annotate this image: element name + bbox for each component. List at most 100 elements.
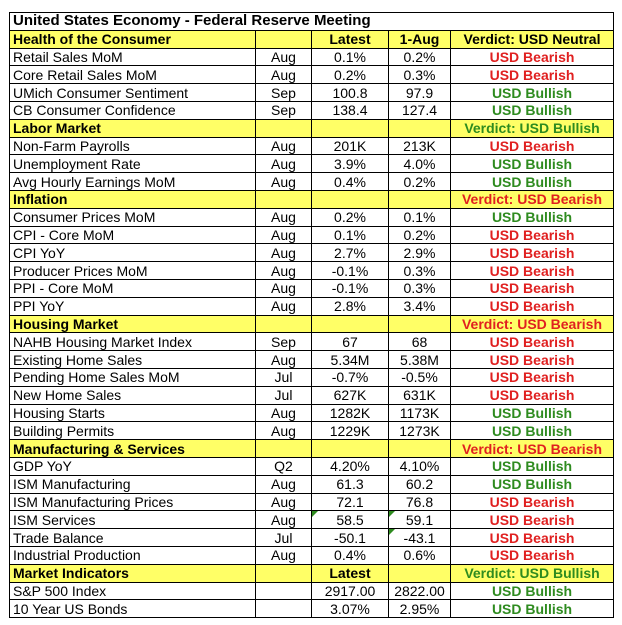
period-cell[interactable]: Jul (255, 528, 312, 547)
previous-value[interactable]: 0.2% (388, 47, 451, 67)
period-cell[interactable]: Aug (255, 296, 312, 316)
verdict-cell[interactable]: USD Bullish (450, 403, 614, 423)
section-name[interactable]: Labor Market (9, 118, 256, 138)
previous-header[interactable]: 1-Aug (388, 29, 451, 49)
latest-value[interactable]: -0.7% (311, 367, 389, 387)
previous-value[interactable]: 59.1 (388, 510, 451, 530)
latest-value[interactable]: 1229K (311, 421, 389, 441)
verdict-cell[interactable]: USD Bearish (450, 545, 614, 565)
verdict-cell[interactable]: USD Bearish (450, 350, 614, 369)
verdict-cell[interactable]: USD Bullish (450, 599, 614, 619)
section-verdict[interactable]: Verdict: USD Bearish (450, 314, 614, 334)
verdict-cell[interactable]: USD Bearish (450, 136, 614, 156)
indicator-name[interactable]: Producer Prices MoM (9, 261, 256, 280)
previous-value[interactable]: 68 (388, 332, 451, 352)
section-name[interactable]: Health of the Consumer (9, 29, 256, 49)
period-cell[interactable]: Aug (255, 350, 312, 369)
period-cell[interactable]: Aug (255, 225, 312, 245)
indicator-name[interactable]: Pending Home Sales MoM (9, 367, 256, 387)
previous-value[interactable]: 2.95% (388, 599, 451, 619)
indicator-name[interactable]: PPI YoY (9, 296, 256, 316)
period-cell[interactable]: Aug (255, 403, 312, 423)
latest-value[interactable]: 627K (311, 385, 389, 405)
previous-value[interactable]: 2.9% (388, 243, 451, 263)
verdict-cell[interactable]: USD Bullish (450, 474, 614, 494)
latest-value[interactable]: 72.1 (311, 492, 389, 512)
period-cell[interactable]: Q2 (255, 456, 312, 476)
previous-value[interactable]: 60.2 (388, 474, 451, 494)
latest-value[interactable]: 0.1% (311, 225, 389, 245)
period-cell[interactable]: Aug (255, 136, 312, 156)
indicator-name[interactable]: ISM Manufacturing (9, 474, 256, 494)
verdict-cell[interactable]: USD Bearish (450, 278, 614, 298)
section-period-cell[interactable] (255, 189, 312, 209)
latest-value[interactable]: 2.8% (311, 296, 389, 316)
latest-value[interactable]: 61.3 (311, 474, 389, 494)
previous-value[interactable]: -43.1 (388, 528, 451, 547)
verdict-cell[interactable]: USD Bearish (450, 385, 614, 405)
latest-header[interactable] (311, 314, 389, 334)
previous-header[interactable] (388, 118, 451, 138)
latest-value[interactable]: 1282K (311, 403, 389, 423)
verdict-cell[interactable]: USD Bullish (450, 207, 614, 227)
previous-value[interactable]: 2822.00 (388, 581, 451, 601)
previous-value[interactable]: 0.2% (388, 225, 451, 245)
indicator-name[interactable]: Core Retail Sales MoM (9, 65, 256, 85)
indicator-name[interactable]: ISM Manufacturing Prices (9, 492, 256, 512)
section-period-cell[interactable] (255, 563, 312, 583)
indicator-name[interactable]: Retail Sales MoM (9, 47, 256, 67)
latest-header[interactable] (311, 189, 389, 209)
previous-value[interactable]: 0.2% (388, 172, 451, 191)
latest-value[interactable]: 4.20% (311, 456, 389, 476)
latest-value[interactable]: 0.4% (311, 545, 389, 565)
previous-value[interactable]: 213K (388, 136, 451, 156)
section-verdict[interactable]: Verdict: USD Bullish (450, 118, 614, 138)
verdict-cell[interactable]: USD Bullish (450, 421, 614, 441)
verdict-cell[interactable]: USD Bearish (450, 510, 614, 530)
section-verdict[interactable]: Verdict: USD Bearish (450, 439, 614, 458)
indicator-name[interactable]: ISM Services (9, 510, 256, 530)
period-cell[interactable] (255, 581, 312, 601)
period-cell[interactable]: Jul (255, 367, 312, 387)
indicator-name[interactable]: CPI - Core MoM (9, 225, 256, 245)
previous-value[interactable]: 0.6% (388, 545, 451, 565)
period-cell[interactable]: Aug (255, 243, 312, 263)
period-cell[interactable]: Sep (255, 83, 312, 102)
indicator-name[interactable]: 10 Year US Bonds (9, 599, 256, 619)
latest-value[interactable]: -0.1% (311, 278, 389, 298)
latest-header[interactable]: Latest (311, 29, 389, 49)
verdict-cell[interactable]: USD Bearish (450, 528, 614, 547)
section-name[interactable]: Inflation (9, 189, 256, 209)
latest-value[interactable]: 0.2% (311, 65, 389, 85)
indicator-name[interactable]: Building Permits (9, 421, 256, 441)
verdict-cell[interactable]: USD Bullish (450, 154, 614, 174)
verdict-cell[interactable]: USD Bearish (450, 367, 614, 387)
latest-value[interactable]: 0.1% (311, 47, 389, 67)
previous-value[interactable]: 0.3% (388, 261, 451, 280)
latest-value[interactable]: 0.2% (311, 207, 389, 227)
period-cell[interactable]: Aug (255, 154, 312, 174)
period-cell[interactable]: Aug (255, 492, 312, 512)
latest-value[interactable]: 3.07% (311, 599, 389, 619)
previous-header[interactable] (388, 563, 451, 583)
verdict-cell[interactable]: USD Bearish (450, 261, 614, 280)
indicator-name[interactable]: Housing Starts (9, 403, 256, 423)
previous-value[interactable]: 5.38M (388, 350, 451, 369)
latest-header[interactable] (311, 439, 389, 458)
verdict-cell[interactable]: USD Bullish (450, 581, 614, 601)
verdict-cell[interactable]: USD Bullish (450, 172, 614, 191)
period-cell[interactable]: Aug (255, 261, 312, 280)
latest-header[interactable] (311, 118, 389, 138)
indicator-name[interactable]: Unemployment Rate (9, 154, 256, 174)
indicator-name[interactable]: Existing Home Sales (9, 350, 256, 369)
section-period-cell[interactable] (255, 29, 312, 49)
previous-value[interactable]: 1173K (388, 403, 451, 423)
indicator-name[interactable]: CB Consumer Confidence (9, 100, 256, 120)
previous-value[interactable]: 0.1% (388, 207, 451, 227)
period-cell[interactable]: Aug (255, 47, 312, 67)
period-cell[interactable]: Aug (255, 545, 312, 565)
indicator-name[interactable]: Non-Farm Payrolls (9, 136, 256, 156)
latest-value[interactable]: -0.1% (311, 261, 389, 280)
verdict-cell[interactable]: USD Bearish (450, 243, 614, 263)
period-cell[interactable]: Sep (255, 332, 312, 352)
